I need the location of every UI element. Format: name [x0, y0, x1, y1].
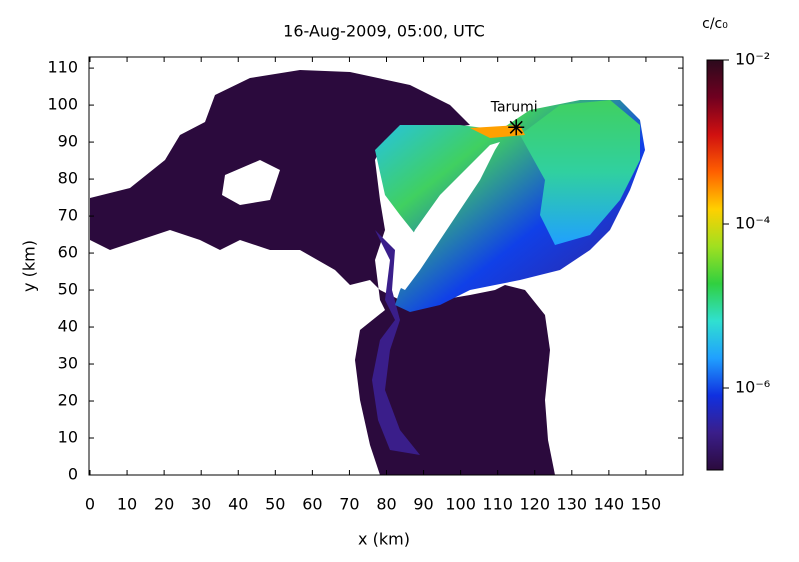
y-tick-label: 50 — [58, 280, 78, 299]
x-tick-label: 50 — [265, 495, 285, 514]
sea — [90, 70, 555, 475]
x-tick-label: 110 — [482, 495, 513, 514]
colorbar-tick-label: 10⁻² — [735, 50, 770, 69]
y-tick-label: 100 — [47, 95, 78, 114]
map — [90, 70, 645, 475]
chart-title: 16-Aug-2009, 05:00, UTC — [283, 22, 485, 41]
island — [395, 142, 500, 290]
annotation-marker — [508, 119, 525, 136]
x-tick-label: 100 — [445, 495, 476, 514]
star-stroke — [509, 120, 523, 134]
y-tick-label: 40 — [58, 317, 78, 336]
colorbar-tick-label: 10⁻⁶ — [735, 378, 770, 397]
x-tick-label: 130 — [557, 495, 588, 514]
colorbar — [706, 59, 724, 471]
x-tick-label: 60 — [302, 495, 322, 514]
x-tick-label: 20 — [154, 495, 174, 514]
west-land — [222, 160, 280, 205]
x-tick-label: 70 — [339, 495, 359, 514]
x-tick-label: 40 — [228, 495, 248, 514]
x-tick-label: 150 — [631, 495, 662, 514]
x-tick-label: 90 — [413, 495, 433, 514]
y-tick-label: 20 — [58, 391, 78, 410]
colorbar-tick-label: 10⁻⁴ — [735, 214, 770, 233]
y-tick-label: 0 — [68, 465, 78, 484]
x-tick-label: 80 — [376, 495, 396, 514]
y-tick-label: 30 — [58, 354, 78, 373]
x-tick-label: 120 — [519, 495, 550, 514]
x-axis-label: x (km) — [358, 530, 410, 549]
x-tick-label: 140 — [594, 495, 625, 514]
y-tick-label: 60 — [58, 243, 78, 262]
channel-plume — [372, 230, 420, 455]
y-tick-label: 90 — [58, 132, 78, 151]
x-tick-label: 30 — [191, 495, 211, 514]
x-tick-label: 0 — [85, 495, 95, 514]
colorbar-label: c/c₀ — [702, 16, 728, 32]
east-plume — [520, 100, 640, 245]
y-tick-label: 70 — [58, 206, 78, 225]
y-axis-label: y (km) — [20, 240, 39, 292]
tarumi-plume — [470, 125, 525, 138]
y-tick-label: 10 — [58, 428, 78, 447]
y-tick-label: 80 — [58, 169, 78, 188]
y-tick-label: 110 — [47, 58, 78, 77]
annotation-label: Tarumi — [490, 99, 538, 115]
x-tick-label: 10 — [117, 495, 137, 514]
